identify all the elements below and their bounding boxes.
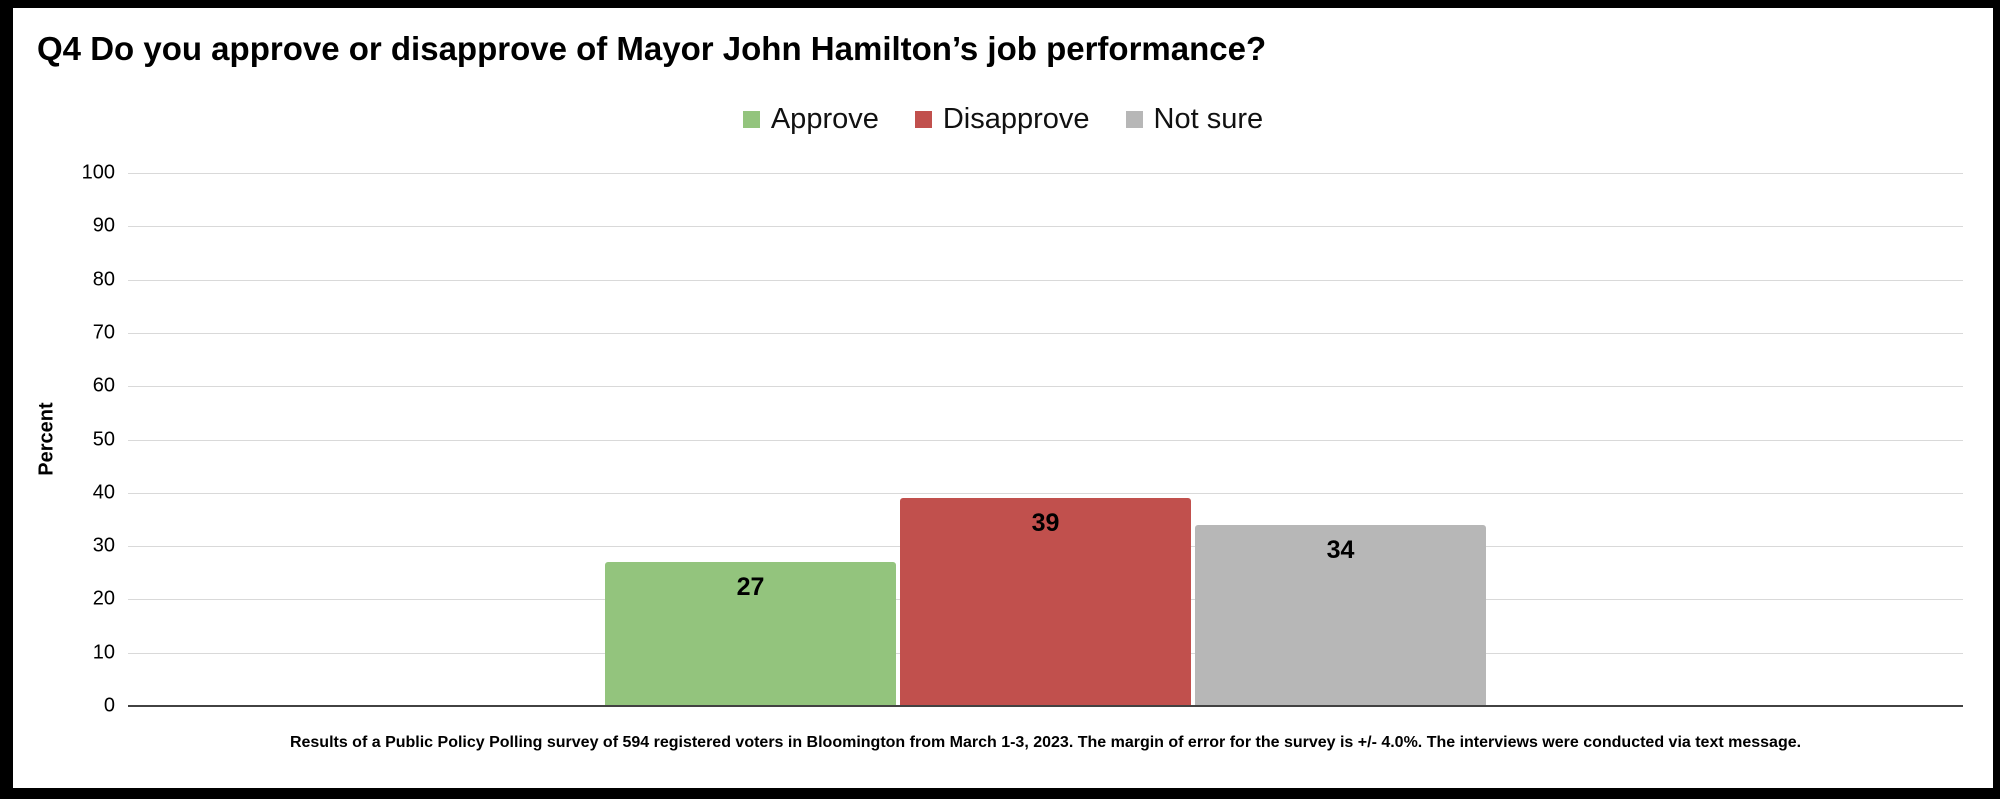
y-axis-title: Percent [35, 402, 58, 476]
source-note: Results of a Public Policy Polling surve… [289, 734, 1802, 751]
gridline-50 [128, 439, 1963, 441]
disapprove-swatch-icon [914, 111, 932, 128]
legend: Approve Disapprove Not sure [13, 103, 1993, 136]
legend-item-disapprove: Disapprove [914, 103, 1090, 136]
gridline-70 [128, 332, 1963, 334]
legend-label-not-sure: Not sure [1153, 103, 1264, 135]
y-tick-label-0: 0 [103, 694, 115, 717]
bar-value-not-sure: 34 [1326, 535, 1355, 564]
approve-swatch-icon [742, 111, 760, 128]
bar-value-disapprove: 39 [1031, 509, 1060, 538]
y-tick-label-90: 90 [92, 214, 115, 237]
bar-value-approve: 27 [736, 573, 765, 602]
bar-group: 27 39 34 [128, 173, 1963, 706]
gridline-0 [128, 705, 1963, 707]
y-tick-label-70: 70 [92, 321, 115, 344]
y-tick-label-20: 20 [92, 587, 115, 610]
gridline-100 [128, 173, 1963, 174]
gridline-90 [128, 226, 1963, 228]
y-tick-label-50: 50 [92, 428, 115, 450]
gridline-40 [128, 492, 1963, 494]
y-tick-label-40: 40 [92, 481, 115, 504]
bar-not-sure: 34 [1195, 524, 1486, 706]
y-tick-label-10: 10 [92, 641, 115, 664]
y-tick-label-80: 80 [92, 268, 115, 291]
not-sure-swatch-icon [1125, 111, 1143, 128]
chart-canvas: Q4 Do you approve or disapprove of Mayor… [13, 8, 1993, 788]
legend-label-disapprove: Disapprove [942, 103, 1090, 135]
legend-label-approve: Approve [770, 103, 879, 135]
y-tick-label-60: 60 [92, 374, 115, 397]
gridline-80 [128, 279, 1963, 281]
gridline-60 [128, 386, 1963, 388]
chart-title: Q4 Do you approve or disapprove of Mayor… [37, 30, 1267, 67]
plot-area: 27 39 34 0 10 20 30 40 50 60 70 80 90 100 [82, 162, 1963, 717]
y-tick-label-30: 30 [92, 534, 115, 557]
bar-disapprove: 39 [900, 498, 1191, 706]
legend-item-approve: Approve [742, 103, 879, 136]
y-tick-label-100: 100 [81, 161, 115, 184]
bar-approve: 27 [605, 562, 896, 706]
legend-item-not-sure: Not sure [1125, 103, 1264, 136]
